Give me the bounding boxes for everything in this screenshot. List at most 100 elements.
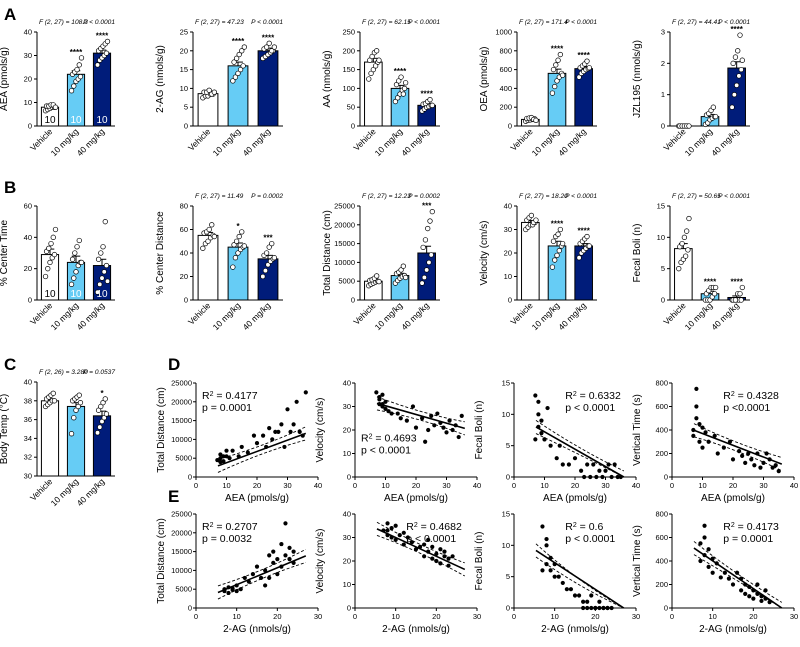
- chart-11-point: [71, 415, 77, 421]
- chart-17-ytick-label: 30: [343, 533, 351, 542]
- chart-16-point: [242, 575, 247, 581]
- chart-3-ytick-label: 0: [351, 122, 355, 131]
- chart-18-xtick-label: 0: [512, 612, 516, 621]
- chart-12-ylabel: Total Distance (cm): [156, 387, 167, 473]
- chart-2-point: [240, 63, 246, 69]
- chart-8-ytick-label: 10000: [334, 258, 355, 267]
- chart-15-point: [743, 460, 748, 465]
- chart-18-point: [585, 605, 590, 611]
- chart-8-ytick-label: 5000: [338, 277, 355, 286]
- chart-17-point: [389, 526, 394, 531]
- chart-15-xtick-label: 0: [670, 481, 674, 490]
- chart-7-stat-p: P = 0.0002: [251, 193, 283, 200]
- chart-7-point: [241, 243, 247, 249]
- chart-11-point: [50, 390, 56, 396]
- chart-16-point: [275, 557, 280, 562]
- chart-2-ytick-label: 25: [180, 28, 188, 37]
- chart-19-ytick-label: 800: [655, 510, 668, 519]
- chart-2-point: [235, 70, 241, 77]
- chart-1-stat-p: P < 0.0001: [83, 19, 115, 26]
- chart-8-point: [419, 280, 425, 286]
- chart-1-ytick-label: 0: [28, 122, 32, 131]
- chart-15-r-squared: R2 = 0.4328: [723, 390, 779, 402]
- chart-14-point: [588, 474, 593, 480]
- chart-16-point: [250, 572, 256, 577]
- chart-13-confidence-band-upper: [376, 396, 465, 423]
- chart-7-point: [239, 229, 245, 235]
- chart-16-point: [287, 557, 292, 562]
- chart-3-point: [400, 91, 406, 97]
- chart-12-point: [251, 433, 257, 438]
- chart-15-xtick-label: 10: [698, 481, 706, 490]
- chart-18-point: [609, 605, 614, 611]
- chart-7-point: [263, 250, 270, 256]
- chart-7-ytick-label: 60: [180, 225, 188, 234]
- chart-12-confidence-band-lower: [217, 439, 306, 473]
- chart-14-point: [533, 393, 538, 398]
- chart-12-point: [267, 426, 272, 431]
- chart-12-p-value: p = 0.0001: [202, 402, 252, 414]
- chart-3-point: [368, 70, 374, 77]
- chart-10-point: [682, 253, 689, 259]
- chart-18-point: [548, 555, 553, 560]
- chart-17-point: [409, 540, 415, 545]
- chart-16-point: [263, 583, 268, 588]
- chart-14-point: [618, 474, 623, 480]
- chart-18-point: [581, 599, 586, 604]
- chart-13-xtick-label: 10: [381, 481, 389, 490]
- chart-18-ytick-label: 15: [502, 510, 510, 519]
- chart-17-point: [381, 528, 386, 533]
- chart-5-point: [737, 32, 743, 38]
- chart-4-stat-f: F (2, 27) = 171.4: [519, 19, 568, 26]
- chart-16-ytick-label: 5000: [175, 585, 192, 594]
- chart-19-point: [702, 523, 707, 528]
- chart-14-xtick-label: 30: [601, 481, 609, 490]
- chart-17-point: [401, 530, 406, 535]
- chart-9-ytick-label: 10: [504, 272, 512, 281]
- chart-19-point: [747, 594, 752, 599]
- chart-4-significance-3: ****: [577, 51, 590, 60]
- chart-8-point: [402, 274, 409, 281]
- chart-10-ytick-label: 5: [661, 264, 665, 273]
- chart-12-ytick-label: 15000: [171, 416, 192, 425]
- chart-12-ytick-label: 25000: [171, 379, 192, 388]
- chart-18-ytick-label: 5: [506, 572, 510, 581]
- chart-16-point: [258, 575, 264, 581]
- chart-17-point: [417, 544, 423, 550]
- chart-19-point: [706, 547, 711, 552]
- chart-10-point: [685, 247, 691, 253]
- chart-7-point: [265, 262, 271, 268]
- chart-14-point: [609, 474, 614, 480]
- chart-7-point: [269, 240, 275, 247]
- chart-7-point: [266, 244, 272, 250]
- panel-letter-a: A: [4, 5, 16, 24]
- chart-17-point: [446, 563, 451, 568]
- chart-12-point: [254, 441, 260, 446]
- chart-7-ytick-label: 80: [180, 202, 188, 211]
- chart-15-point: [721, 445, 726, 450]
- chart-14-point: [557, 443, 562, 448]
- chart-17-point: [434, 551, 439, 557]
- chart-6-n-label-2: 10: [70, 289, 82, 300]
- chart-17-xlabel: 2-AG (nmols/g): [382, 624, 450, 635]
- chart-14-point: [600, 474, 605, 480]
- chart-15-point: [694, 386, 699, 391]
- chart-3-point: [398, 74, 404, 80]
- chart-3-point: [427, 97, 433, 103]
- chart-12-point: [288, 429, 293, 434]
- chart-15-ylabel: Vertical Time (s): [632, 394, 643, 466]
- chart-14-point: [603, 468, 608, 473]
- chart-13-confidence-band-lower: [376, 409, 465, 436]
- chart-16-point: [267, 553, 272, 558]
- chart-15-point: [764, 451, 769, 456]
- chart-18-point: [589, 605, 594, 611]
- chart-11-stat-p: P = 0.0537: [83, 369, 115, 376]
- chart-12-point: [230, 448, 235, 453]
- chart-13-xtick-label: 0: [353, 481, 357, 490]
- chart-13-point: [413, 425, 419, 430]
- chart-14-xtick-label: 40: [632, 481, 640, 490]
- chart-18-point: [544, 543, 549, 548]
- chart-19-point: [755, 591, 760, 597]
- chart-3-category-3: 40 mg/kg: [399, 126, 431, 158]
- chart-15-point: [697, 422, 702, 427]
